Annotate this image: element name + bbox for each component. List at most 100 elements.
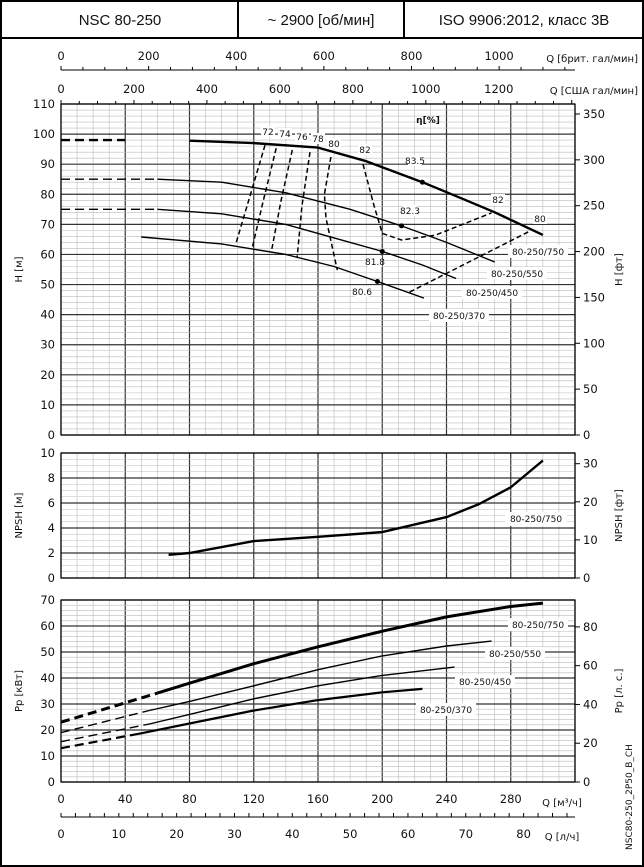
y-tick-label: 40 [40,671,55,685]
efficiency-label: 80.6 [352,288,372,298]
y-tick-label: 100 [33,127,55,141]
right-y-tick-label: 200 [583,245,605,259]
right-y-tick-label: 0 [583,775,590,789]
power-curve-dashed [60,723,150,743]
series-label: 80-250/450 [466,289,518,299]
label-bg [455,675,515,688]
standard-label: ISO 9906:2012, класс 3В [439,12,610,29]
efficiency-label: 80 [534,215,546,225]
label-bg [487,267,547,280]
right-y-tick-label: 10 [583,533,598,547]
y-tick-label: 2 [48,546,55,560]
right-y-axis-label: H [фт] [614,253,625,286]
x2-tick-label: 50 [343,827,358,841]
y-tick-label: 0 [48,428,55,442]
efficiency-label: 81.8 [365,258,385,268]
y-tick-label: 50 [40,645,55,659]
right-y-tick-label: 100 [583,336,605,350]
y-tick-label: 60 [40,619,55,633]
series-label: 80-250/550 [489,650,541,660]
x2-tick-label: 0 [57,827,64,841]
efficiency-point [379,248,385,254]
y-tick-label: 10 [40,446,55,460]
x-tick-label: 0 [57,792,64,806]
label-bg [416,703,476,716]
right-y-tick-label: 0 [583,571,590,585]
top-us-tick-label: 200 [123,82,145,96]
label-bg [327,138,341,149]
right-y-tick-label: 300 [583,153,605,167]
right-y-tick-label: 250 [583,199,605,213]
label-bg [358,144,372,155]
y-tick-label: 10 [40,749,55,763]
label-bg [491,194,505,205]
label-bg [485,647,545,660]
series-label: 80-250/750 [510,515,562,525]
label-bg [408,155,422,166]
efficiency-label: 80 [328,140,340,150]
label-bg [462,286,522,299]
y-tick-label: 6 [48,496,55,510]
x-tick-label: 160 [307,792,329,806]
head-curve [157,208,457,280]
efficiency-label: 72 [262,128,273,138]
x-tick-label: 40 [118,792,133,806]
efficiency-curve-82 [362,164,492,241]
y-tick-label: 30 [40,338,55,352]
x-tick-label: 200 [371,792,393,806]
label-bg [311,133,325,144]
label-bg [508,245,568,258]
x2-tick-label: 20 [169,827,184,841]
x-axis-label: Q [м³/ч] [542,798,582,809]
y-tick-label: 90 [40,157,55,171]
efficiency-label: 82.3 [400,207,420,217]
top-uk-tick-label: 1000 [484,49,513,63]
top-uk-tick-label: 400 [225,49,247,63]
series-label: 80-250/550 [491,270,543,280]
x2-tick-label: 10 [112,827,127,841]
x2-axis-label: Q [л/ч] [545,832,580,843]
y-tick-label: 20 [40,368,55,382]
top-us-tick-label: 600 [269,82,291,96]
efficiency-label: 83.5 [405,157,425,167]
y-tick-label: 30 [40,697,55,711]
plot-frame [60,103,576,436]
top-uk-tick-label: 0 [57,49,64,63]
efficiency-point [374,279,380,285]
top-uk-tick-label: 600 [313,49,335,63]
power-curve-dashed [60,691,158,724]
top-us-tick-label: 1200 [484,82,513,96]
top-uk-axis-label: Q [брит. гал/мин] [546,54,638,65]
x2-tick-label: 80 [516,827,531,841]
right-y-tick-label: 80 [583,620,598,634]
y-axis-label: H [м] [14,256,25,282]
label-bg [403,205,417,216]
right-y-tick-label: 40 [583,697,598,711]
efficiency-curve-74 [251,148,277,249]
series-label: 80-250/370 [433,312,485,322]
right-y-tick-label: 30 [583,457,598,471]
series-label: 80-250/750 [512,621,564,631]
top-uk-tick-label: 200 [138,49,160,63]
right-y-tick-label: 150 [583,290,605,304]
power-curve [149,666,455,725]
plot-frame [60,452,576,579]
series-label: 80-250/750 [512,248,564,258]
y-tick-label: 110 [33,97,55,111]
x-tick-label: 80 [182,792,197,806]
label-bg [429,309,489,322]
y-tick-label: 70 [40,593,55,607]
efficiency-point [419,179,425,185]
label-bg [505,512,567,526]
efficiency-label: 82 [492,196,503,206]
plot-frame [60,599,576,783]
y-tick-label: 8 [48,471,55,485]
right-y-tick-label: 350 [583,107,605,121]
efficiency-label: 74 [279,130,291,140]
power-curve [149,640,492,712]
y-axis-label: Pp [кВт] [14,670,25,712]
top-us-tick-label: 1000 [411,82,440,96]
y-tick-label: 40 [40,308,55,322]
